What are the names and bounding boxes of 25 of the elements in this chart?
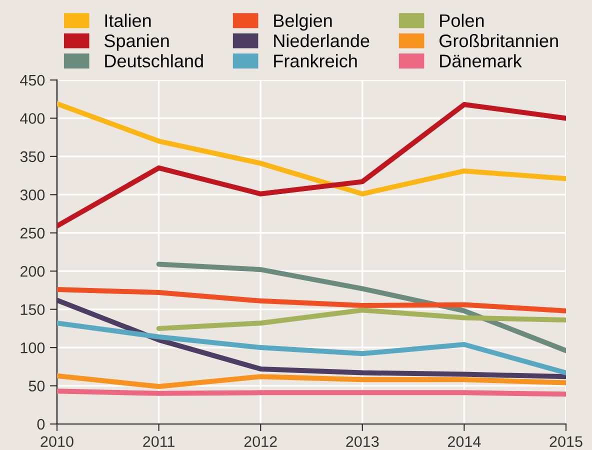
- legend-label: Belgien: [274, 14, 332, 31]
- x-tick-label: 2014: [448, 436, 481, 448]
- y-tick-label: 0: [37, 418, 45, 430]
- legend-label: Polen: [440, 14, 484, 28]
- y-tick-label: 250: [20, 228, 45, 239]
- y-tick-label: 200: [20, 266, 45, 277]
- legend-label: Deutschland: [105, 54, 203, 68]
- y-tick-label: 400: [20, 113, 45, 124]
- x-tick-label: 2013: [346, 436, 379, 448]
- legend-label: Großbritannien: [440, 34, 558, 48]
- x-tick-label: 2015: [550, 436, 582, 448]
- legend-label: Niederlande: [274, 34, 370, 48]
- x-tick-label: 2011: [143, 436, 174, 448]
- y-tick-label: 300: [20, 190, 45, 200]
- y-tick-label: 450: [20, 74, 45, 86]
- y-tick-label: 100: [20, 342, 45, 354]
- y-tick-label: 50: [28, 380, 45, 392]
- x-tick-label: 2012: [244, 436, 277, 448]
- y-tick-label: 150: [20, 304, 45, 316]
- legend-label: Italien: [105, 14, 151, 28]
- x-tick-label: 2010: [40, 436, 74, 448]
- legend-label: Spanien: [104, 34, 169, 51]
- legend-label: Frankreich: [274, 54, 357, 68]
- y-tick-label: 350: [20, 151, 45, 162]
- legend-label: Dänemark: [440, 54, 522, 68]
